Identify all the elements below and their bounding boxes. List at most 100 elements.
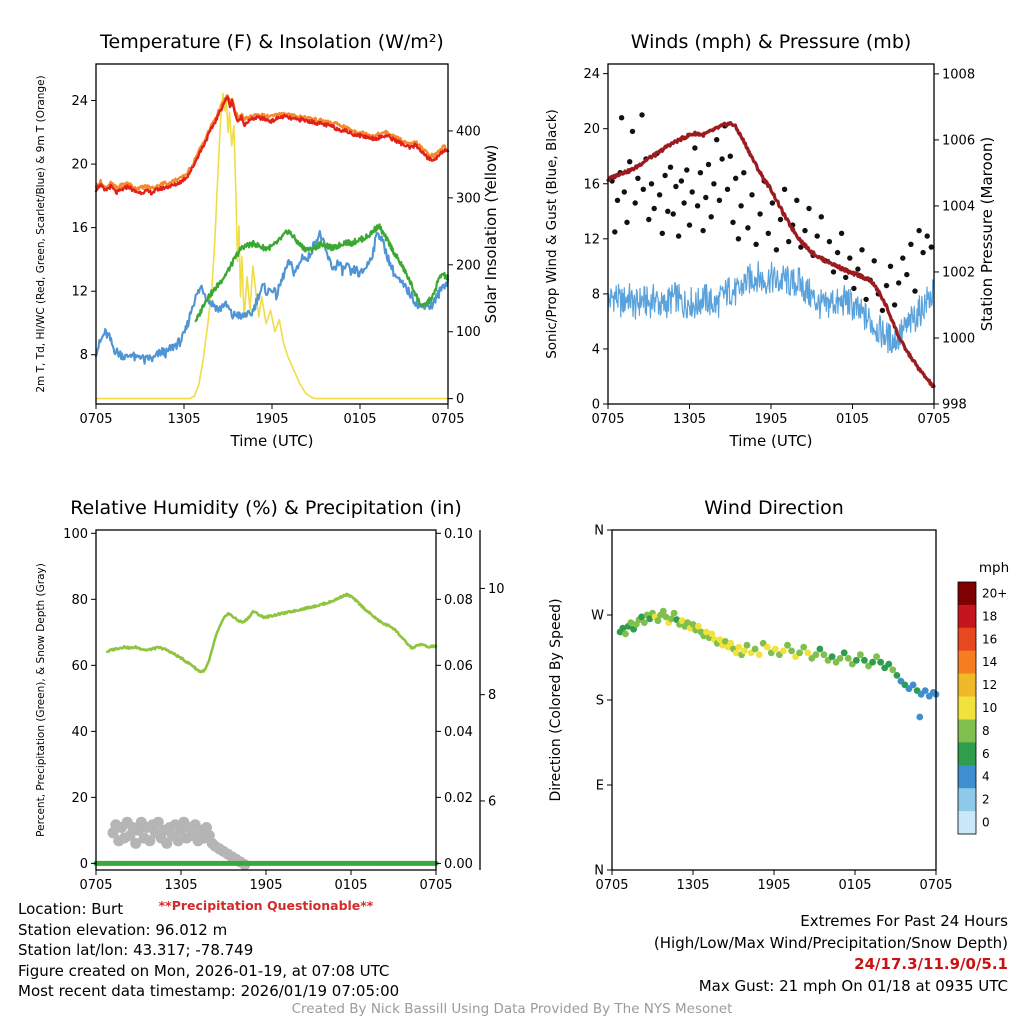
svg-text:0.06: 0.06 [444,659,473,674]
series-layer [94,92,450,400]
colorbar-tick-label: 4 [982,770,990,784]
colorbar-tick-label: 14 [982,655,997,669]
svg-text:300: 300 [456,191,481,206]
svg-text:W: W [591,609,604,624]
colorbar-cell [958,673,976,697]
svg-text:1008: 1008 [942,67,975,82]
svg-text:12: 12 [71,285,88,300]
svg-text:0705: 0705 [917,412,950,427]
svg-text:0.00: 0.00 [444,857,473,872]
series-snow-depth [107,816,251,871]
colorbar-title: mph [979,560,1009,576]
svg-text:400: 400 [456,124,481,139]
svg-text:40: 40 [71,725,88,740]
colorbar-tick-label: 18 [982,609,997,623]
colorbar-cell [958,604,976,629]
colorbar-tick-label: 10 [982,701,997,715]
svg-text:0.04: 0.04 [444,725,473,740]
svg-text:1006: 1006 [942,133,975,148]
series-relative-humidity [106,592,438,674]
y-axis-label: Percent, Precipitation (Green), & Snow D… [35,563,47,837]
svg-text:24: 24 [71,94,88,109]
plot-frame [607,63,935,405]
svg-text:0: 0 [80,857,88,872]
colorbar-tick-label: 20+ [982,587,1007,601]
x-axis-label: Time (UTC) [729,432,813,450]
svg-text:24: 24 [583,67,600,82]
svg-text:16: 16 [71,221,88,236]
humidity-precip-group: Relative Humidity (%) & Precipitation (i… [35,497,505,913]
svg-text:8: 8 [80,348,88,363]
svg-text:0705: 0705 [419,878,452,893]
svg-text:0705: 0705 [595,878,628,893]
series-2m-temperature [94,95,450,196]
svg-text:20: 20 [71,158,88,173]
y-axis: N E S W N [591,524,612,879]
x-axis: 0705 1305 1905 0105 0705 [79,404,465,427]
svg-text:100: 100 [456,325,481,340]
svg-text:1905: 1905 [757,878,790,893]
svg-text:1305: 1305 [676,878,709,893]
colorbar-tick-label: 16 [982,632,997,646]
colorbar-cell [958,788,976,812]
winds-pressure-chart: Winds (mph) & Pressure (mb) 0705 1305 1905 0… [544,31,996,450]
x-axis-label: Time (UTC) [230,432,314,450]
colorbar-tick-label: 0 [982,816,990,830]
series-layer [606,112,936,389]
svg-text:0105: 0105 [334,878,367,893]
colorbar-cell [958,765,976,789]
svg-text:12: 12 [583,232,600,247]
series-dewpoint [194,223,450,323]
svg-text:0.02: 0.02 [444,791,473,806]
svg-text:6: 6 [488,794,496,809]
svg-text:0: 0 [592,398,600,413]
station-info-block: Location: Burt Station elevation: 96.012… [18,899,399,1002]
x-axis: 0705 1305 1905 0105 0705 [591,404,951,427]
svg-text:16: 16 [583,177,600,192]
svg-text:0705: 0705 [591,412,624,427]
svg-text:0705: 0705 [919,878,952,893]
svg-text:N: N [594,864,604,879]
series-station-pressure [606,121,936,389]
chart-title: Relative Humidity (%) & Precipitation (i… [70,497,462,519]
credit-line: Created By Nick Bassill Using Data Provi… [291,1001,733,1017]
svg-text:8: 8 [592,287,600,302]
y2-axis-label: Solar Insolation (Yellow) [482,145,500,324]
temperature-insolation-chart: Temperature (F) & Insolation (W/m²) 0705 1… [35,31,500,450]
colorbar-cell [958,627,976,652]
data-timestamp: Most recent data timestamp: 2026/01/19 0… [18,982,400,1000]
svg-text:20: 20 [583,122,600,137]
svg-text:1004: 1004 [942,199,975,214]
colorbar-cell [958,696,976,720]
series-solar-insolation [95,92,449,400]
svg-text:20: 20 [71,791,88,806]
extremes-block: Extremes For Past 24 Hours (High/Low/Max… [654,911,1008,997]
extremes-subtitle: (High/Low/Max Wind/Precipitation/Snow De… [653,933,1008,952]
temperature-insolation-group: Temperature (F) & Insolation (W/m²) 0705 1… [35,31,500,450]
snow-depth-axis: 6 8 10 [479,530,505,870]
svg-text:0105: 0105 [838,878,871,893]
plot-frame [611,529,937,871]
colorbar-cell [958,811,976,835]
colorbar-cell [958,719,976,743]
svg-text:0705: 0705 [431,412,464,427]
svg-text:8: 8 [488,688,496,703]
series-layer [616,607,940,721]
svg-text:0105: 0105 [343,412,376,427]
svg-text:1905: 1905 [255,412,288,427]
svg-text:1305: 1305 [673,412,706,427]
y-axis: 8 12 16 20 24 [71,94,96,363]
station-latlon: Station lat/lon: 43.317; -78.749 [18,941,254,959]
colorbar-cell [958,650,976,675]
y-axis-label: Direction (Colored By Speed) [548,598,564,801]
svg-text:1905: 1905 [249,878,282,893]
chart-title: Winds (mph) & Pressure (mb) [631,31,912,53]
colorbar-tick-label: 12 [982,678,997,692]
winds-pressure-group: Winds (mph) & Pressure (mb) 0705 1305 1905 0… [544,31,996,450]
svg-text:0.08: 0.08 [444,593,473,608]
svg-text:80: 80 [71,593,88,608]
svg-text:1905: 1905 [754,412,787,427]
